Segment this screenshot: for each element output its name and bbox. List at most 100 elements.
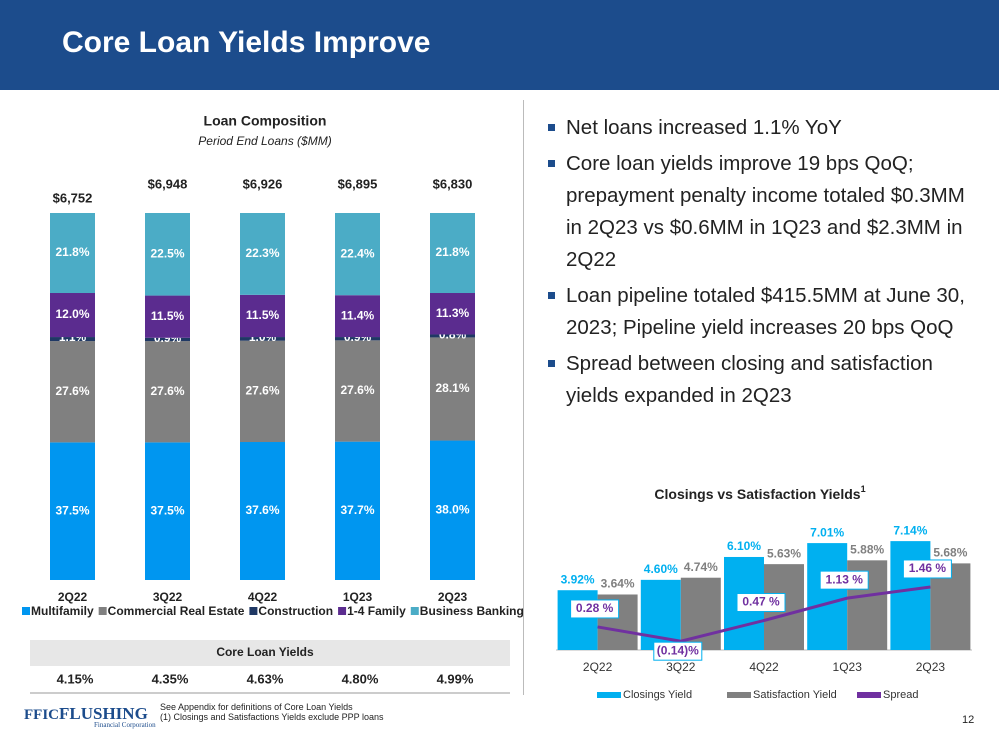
data-label: 27.6% — [150, 384, 184, 398]
x-tick-label: 4Q22 — [248, 590, 278, 604]
legend-label: Closings Yield — [623, 689, 692, 701]
x-tick-label: 2Q23 — [916, 660, 946, 674]
data-label: 37.5% — [55, 503, 89, 517]
data-label: 37.7% — [340, 503, 374, 517]
legend-swatch — [857, 692, 881, 698]
data-label: 22.3% — [245, 246, 279, 260]
bullet: Loan pipeline totaled $415.5MM at June 3… — [548, 280, 978, 344]
total-label: $6,895 — [338, 176, 378, 191]
x-tick-label: 2Q22 — [583, 660, 613, 674]
data-label: 5.63% — [767, 546, 801, 560]
data-label: 4.74% — [684, 560, 718, 574]
label-box — [653, 641, 703, 661]
bar-segment — [145, 213, 190, 296]
legend-swatch — [98, 607, 107, 615]
data-label: 7.01% — [810, 525, 844, 539]
data-label: 38.0% — [435, 502, 469, 516]
data-label: 11.3% — [436, 306, 470, 320]
data-label: 6.10% — [727, 539, 761, 553]
data-label: 7.14% — [893, 523, 927, 537]
chart-subtitle: Period End Loans ($MM) — [198, 134, 331, 148]
note: (1) Closings and Satisfactions Yields ex… — [160, 712, 384, 722]
table-cell: 4.63% — [247, 671, 284, 686]
logo-sub: Financial Corporation — [94, 721, 156, 729]
bar-segment — [430, 293, 475, 335]
data-label: 5.88% — [850, 543, 884, 557]
data-label: 5.68% — [933, 546, 967, 560]
table-cell: 4.15% — [57, 671, 94, 686]
table-cell: 4.80% — [342, 671, 379, 686]
bar-segment — [240, 294, 285, 338]
legend-label: Commercial Real Estate — [108, 604, 245, 618]
total-label: $6,926 — [243, 176, 283, 191]
legend-label: 1-4 Family — [347, 604, 406, 618]
line — [597, 585, 931, 643]
data-label: 27.6% — [55, 384, 89, 398]
notes: See Appendix for definitions of Core Loa… — [160, 702, 460, 722]
divider — [523, 100, 524, 695]
bar-segment — [50, 213, 95, 294]
data-label: 11.5% — [151, 309, 185, 323]
data-label: 3.64% — [601, 577, 635, 591]
data-label: 21.8% — [55, 245, 89, 259]
data-label: (0.14)% — [657, 643, 699, 657]
table-cell: 4.35% — [152, 671, 189, 686]
x-tick-label: 4Q22 — [749, 660, 779, 674]
chart-title-text: Closings vs Satisfaction Yields — [654, 486, 860, 502]
bullet: Spread between closing and satisfaction … — [548, 348, 978, 412]
bar-segment — [335, 295, 380, 338]
legend-swatch — [727, 692, 751, 698]
data-label: 22.4% — [340, 246, 374, 260]
x-tick-label: 2Q23 — [438, 590, 468, 604]
bar-segment — [240, 213, 285, 295]
data-label: 27.6% — [245, 384, 279, 398]
bar-segment — [50, 442, 95, 580]
data-label: 21.8% — [435, 245, 469, 259]
bar-segment — [430, 334, 475, 338]
table-cell: 4.99% — [437, 671, 474, 686]
logo-name: FLUSHING — [59, 704, 148, 723]
bar-segment — [335, 213, 380, 296]
bar — [807, 543, 848, 650]
label-box — [819, 570, 869, 590]
total-label: $6,948 — [148, 176, 188, 191]
bar-segment — [240, 442, 285, 580]
bar-segment — [430, 440, 475, 580]
bar-segment — [430, 213, 475, 294]
table-title: Core Loan Yields — [216, 645, 314, 659]
legend-swatch — [597, 692, 621, 698]
legend-swatch — [249, 607, 258, 615]
bullet: Net loans increased 1.1% YoY — [548, 112, 978, 144]
bullet: Core loan yields improve 19 bps QoQ; pre… — [548, 148, 978, 276]
bar — [890, 541, 931, 650]
data-label: 22.5% — [150, 246, 184, 260]
header: Core Loan Yields Improve — [0, 0, 999, 90]
x-tick-label: 2Q22 — [58, 590, 88, 604]
x-tick-label: 3Q22 — [666, 660, 696, 674]
bar-segment — [50, 341, 95, 443]
x-tick-label: 1Q23 — [343, 590, 373, 604]
legend-label: Multifamily — [31, 604, 94, 618]
legend-swatch — [410, 607, 419, 615]
chart-title-sup: 1 — [861, 484, 866, 494]
label-box — [570, 599, 620, 619]
bar-segment — [240, 337, 285, 341]
x-tick-label: 3Q22 — [153, 590, 183, 604]
bar-segment — [145, 341, 190, 443]
bar-segment — [50, 337, 95, 342]
legend-label: Satisfaction Yield — [753, 689, 837, 701]
bar-segment — [145, 295, 190, 338]
logo: FFICFLUSHING Financial Corporation — [24, 704, 164, 729]
logo-mark: FFIC — [24, 707, 59, 723]
table-band — [30, 640, 510, 666]
chart-title: Loan Composition — [204, 113, 327, 129]
total-label: $6,752 — [53, 190, 93, 205]
legend-swatch — [338, 607, 347, 615]
bar-segment — [335, 441, 380, 580]
bar-segment — [335, 337, 380, 341]
data-label: 0.28 % — [576, 601, 614, 615]
legend-swatch — [22, 607, 30, 615]
data-label: 37.6% — [245, 503, 279, 517]
data-label: 37.5% — [150, 503, 184, 517]
bar — [557, 590, 598, 650]
